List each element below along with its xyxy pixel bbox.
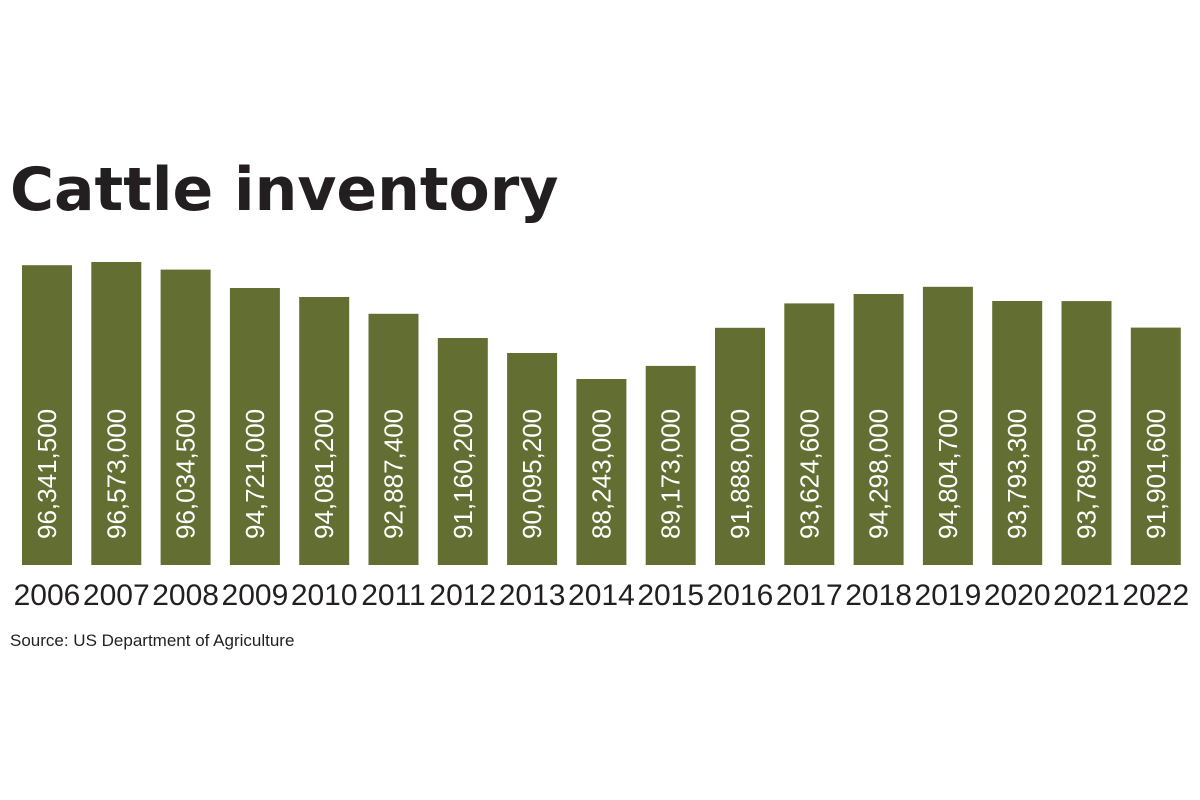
year-label-2014: 2014 [568, 579, 635, 612]
bar-2015 [645, 365, 696, 565]
year-label-2018: 2018 [845, 579, 912, 612]
value-label-2014: 88,243,000 [586, 409, 616, 539]
source-note: Source: US Department of Agriculture [10, 631, 294, 650]
value-label-2016: 91,888,000 [725, 409, 755, 539]
year-label-2021: 2021 [1053, 579, 1120, 612]
bar-2021 [1061, 301, 1112, 565]
value-label-2006: 96,341,500 [32, 409, 62, 539]
year-label-2019: 2019 [915, 579, 982, 612]
value-label-2022: 91,901,600 [1141, 409, 1171, 539]
value-label-2017: 93,624,600 [794, 409, 824, 539]
bar-2008 [160, 269, 211, 565]
bar-2009 [229, 288, 280, 565]
year-label-2020: 2020 [984, 579, 1051, 612]
bar-2020 [992, 301, 1043, 565]
year-label-2009: 2009 [222, 579, 289, 612]
value-label-2007: 96,573,000 [101, 409, 131, 539]
year-label-2008: 2008 [152, 579, 219, 612]
value-label-2009: 94,721,000 [240, 409, 270, 539]
year-label-2007: 2007 [83, 579, 150, 612]
value-label-2013: 90,095,200 [517, 409, 547, 539]
value-label-2011: 92,887,400 [379, 409, 409, 539]
bar-2006 [22, 265, 72, 565]
year-label-2022: 2022 [1122, 579, 1189, 612]
year-label-2006: 2006 [14, 579, 81, 612]
year-labels-group: 2006 2007 2008 2009 2010 2011 2012 2013 2014 2015… [14, 579, 1190, 612]
value-label-2015: 89,173,000 [656, 409, 686, 539]
value-label-2021: 93,789,500 [1072, 409, 1102, 539]
year-label-2012: 2012 [429, 579, 496, 612]
chart-title: Cattle inventory [10, 155, 558, 225]
value-label-2019: 94,804,700 [933, 409, 963, 539]
bar-2011 [368, 313, 419, 565]
bar-2022 [1130, 327, 1181, 565]
year-label-2016: 2016 [707, 579, 774, 612]
bar-2017 [784, 303, 835, 565]
value-label-2008: 96,034,500 [171, 409, 201, 539]
bar-2012 [437, 338, 488, 565]
bars-group [22, 262, 1181, 565]
bar-2013 [507, 353, 558, 565]
value-label-2012: 91,160,200 [448, 409, 478, 539]
year-label-2017: 2017 [776, 579, 843, 612]
value-label-2010: 94,081,200 [309, 409, 339, 539]
bar-2014 [576, 379, 627, 565]
bar-2019 [922, 286, 973, 565]
year-label-2015: 2015 [637, 579, 704, 612]
year-label-2013: 2013 [499, 579, 566, 612]
value-labels-group: 96,341,500 96,573,000 96,034,500 94,721,000… [32, 409, 1171, 539]
bar-2018 [853, 294, 904, 565]
value-label-2018: 94,298,000 [864, 409, 894, 539]
bar-2016 [715, 327, 765, 565]
bar-2010 [299, 297, 350, 565]
year-label-2011: 2011 [361, 579, 426, 612]
value-label-2020: 93,793,300 [1002, 409, 1032, 539]
bar-2007 [91, 262, 142, 565]
year-label-2010: 2010 [291, 579, 358, 612]
